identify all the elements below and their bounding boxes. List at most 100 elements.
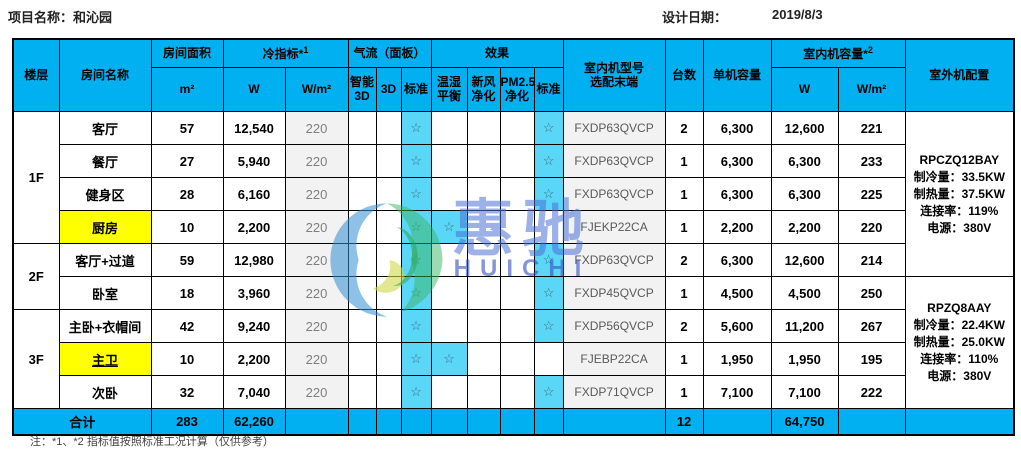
cell-option-fresh <box>466 342 501 376</box>
cell-floor: 2F <box>12 243 60 310</box>
col-header-cap-wpm: W/m² <box>837 67 906 112</box>
cell-option-pm25 <box>499 144 535 178</box>
cell-units: 1 <box>664 144 704 178</box>
col-header-3d: 3D <box>375 67 402 112</box>
cell-cold-w: 2,200 <box>222 342 286 376</box>
col-header-units: 台数 <box>664 38 704 112</box>
total-area: 283 <box>150 408 224 436</box>
cell-option-pm25 <box>499 276 535 310</box>
cell-cold-w: 7,040 <box>222 375 286 409</box>
cell-units: 2 <box>664 243 704 277</box>
cell-cold-wpm: 220 <box>284 111 349 145</box>
cell-option-pm25 <box>499 243 535 277</box>
cell-room-name: 次卧 <box>58 375 152 409</box>
star-cell-air-std: ☆ <box>400 243 432 277</box>
footnote-marker-1: 1 <box>303 45 309 56</box>
cell-indoor-model: FJEBP22CA <box>562 342 666 376</box>
cell-area: 42 <box>150 309 224 343</box>
cell-capacity-wpm: 225 <box>837 177 906 211</box>
col-header-pm25: PM2.5 净化 <box>499 67 535 112</box>
star-cell-air-std: ☆ <box>400 144 432 178</box>
cell-cold-w: 12,980 <box>222 243 286 277</box>
star-cell-air-std: ☆ <box>400 276 432 310</box>
cell-unit-capacity: 6,300 <box>702 111 772 145</box>
cell-option-balance <box>430 144 468 178</box>
spec-table: 楼层 房间名称 房间面积 冷指标*1 气流（面板） 效果 室内机型号 选配末端 … <box>12 38 1016 436</box>
total-effstd-empty <box>533 408 564 436</box>
cell-indoor-model: FXDP56QVCP <box>562 309 666 343</box>
cell-option-fresh <box>466 309 501 343</box>
cell-option-smart3d <box>347 111 377 145</box>
cell-capacity-wpm: 222 <box>837 375 906 409</box>
col-header-cap-w: W <box>770 67 839 112</box>
cell-option-pm25 <box>499 375 535 409</box>
outdoor-spec-line: 制冷量：33.5KW <box>913 169 1005 184</box>
outdoor-model: RPCZQ12BAY <box>919 152 1000 167</box>
col-header-unit-capacity: 单机容量 <box>702 38 772 112</box>
total-wpm-empty <box>284 408 349 436</box>
cell-floor: 3F <box>12 309 60 409</box>
cell-area: 10 <box>150 342 224 376</box>
outdoor-model: RPZQ8AAY <box>927 301 992 315</box>
total-pm25-empty <box>499 408 535 436</box>
col-header-indoor-model: 室内机型号 选配末端 <box>562 38 666 112</box>
col-header-area-group: 房间面积 <box>150 38 224 68</box>
cell-option-d3 <box>375 342 402 376</box>
design-date-value: 2019/8/3 <box>772 7 823 22</box>
cell-floor: 1F <box>12 111 60 244</box>
total-airstd-empty <box>400 408 432 436</box>
total-label: 合计 <box>12 408 152 436</box>
cell-option-eff-std <box>533 210 564 244</box>
star-cell-air-std: ☆ <box>400 375 432 409</box>
total-row: 合计 283 62,260 12 64,750 <box>12 408 1015 436</box>
cell-area: 28 <box>150 177 224 211</box>
cell-capacity-wpm: 267 <box>837 309 906 343</box>
cell-option-fresh <box>466 177 501 211</box>
cell-capacity-w: 2,200 <box>770 210 839 244</box>
cell-option-balance <box>430 276 468 310</box>
star-cell-eff-std: ☆ <box>533 243 564 277</box>
col-header-smart3d: 智能 3D <box>347 67 377 112</box>
table-row: 1F 客厅 57 12,540 220 ☆ ☆ FXDP63QVCP 2 6,300 12,600 2… <box>12 111 1015 277</box>
col-header-effect-standard: 标准 <box>533 67 564 112</box>
cell-capacity-wpm: 221 <box>837 111 906 145</box>
cell-capacity-w: 12,600 <box>770 111 839 145</box>
total-model-empty <box>562 408 666 436</box>
cell-indoor-model: FXDP71QVCP <box>562 375 666 409</box>
cell-capacity-w: 11,200 <box>770 309 839 343</box>
table-row: 3F 主卧+衣帽间 42 9,240 220 ☆ ☆ FXDP56QVCP 2 5,600 11,2… <box>12 309 1014 409</box>
star-cell-air-std: ☆ <box>400 342 432 376</box>
total-3d-empty <box>375 408 402 436</box>
cell-indoor-model: FXDP63QVCP <box>562 111 666 145</box>
cell-option-fresh <box>466 243 501 277</box>
cell-capacity-w: 1,950 <box>770 342 839 376</box>
cell-option-smart3d <box>347 309 377 343</box>
cell-option-smart3d <box>347 144 377 178</box>
cell-capacity-wpm: 233 <box>837 144 906 178</box>
table-row: 餐厅 27 5,940 220 ☆ ☆ FXDP63QVCP 1 6,300 6,300 233 <box>13 144 1014 178</box>
total-cap-w: 64,750 <box>770 408 839 436</box>
cell-capacity-w: 12,600 <box>770 243 839 277</box>
col-header-airflow-standard: 标准 <box>400 67 432 112</box>
cell-capacity-w: 6,300 <box>770 177 839 211</box>
cell-cold-w: 9,240 <box>222 309 286 343</box>
total-units: 12 <box>664 408 704 436</box>
cell-area: 27 <box>150 144 224 178</box>
col-header-room: 房间名称 <box>58 38 152 112</box>
cell-room-name: 卧室 <box>58 276 152 310</box>
design-date-label: 设计日期： <box>662 10 728 25</box>
cell-option-balance <box>430 309 468 343</box>
total-cap-wpm-empty <box>837 408 906 436</box>
cell-unit-capacity: 6,300 <box>702 243 772 277</box>
project-name: 项目名称：和沁园 <box>8 7 112 26</box>
cell-indoor-model: FXDP63QVCP <box>562 177 666 211</box>
star-cell-air-std: ☆ <box>400 309 432 343</box>
cell-area: 32 <box>150 375 224 409</box>
table-footer: 合计 283 62,260 12 64,750 <box>12 408 1015 436</box>
outdoor-spec-line: 电源：380V <box>927 369 992 383</box>
cell-cold-wpm: 220 <box>284 309 349 343</box>
cell-cold-wpm: 220 <box>284 177 349 211</box>
outdoor-spec-line: 连接率：110% <box>920 352 999 366</box>
col-header-fresh: 新风 净化 <box>466 67 501 112</box>
cell-option-d3 <box>375 144 402 178</box>
